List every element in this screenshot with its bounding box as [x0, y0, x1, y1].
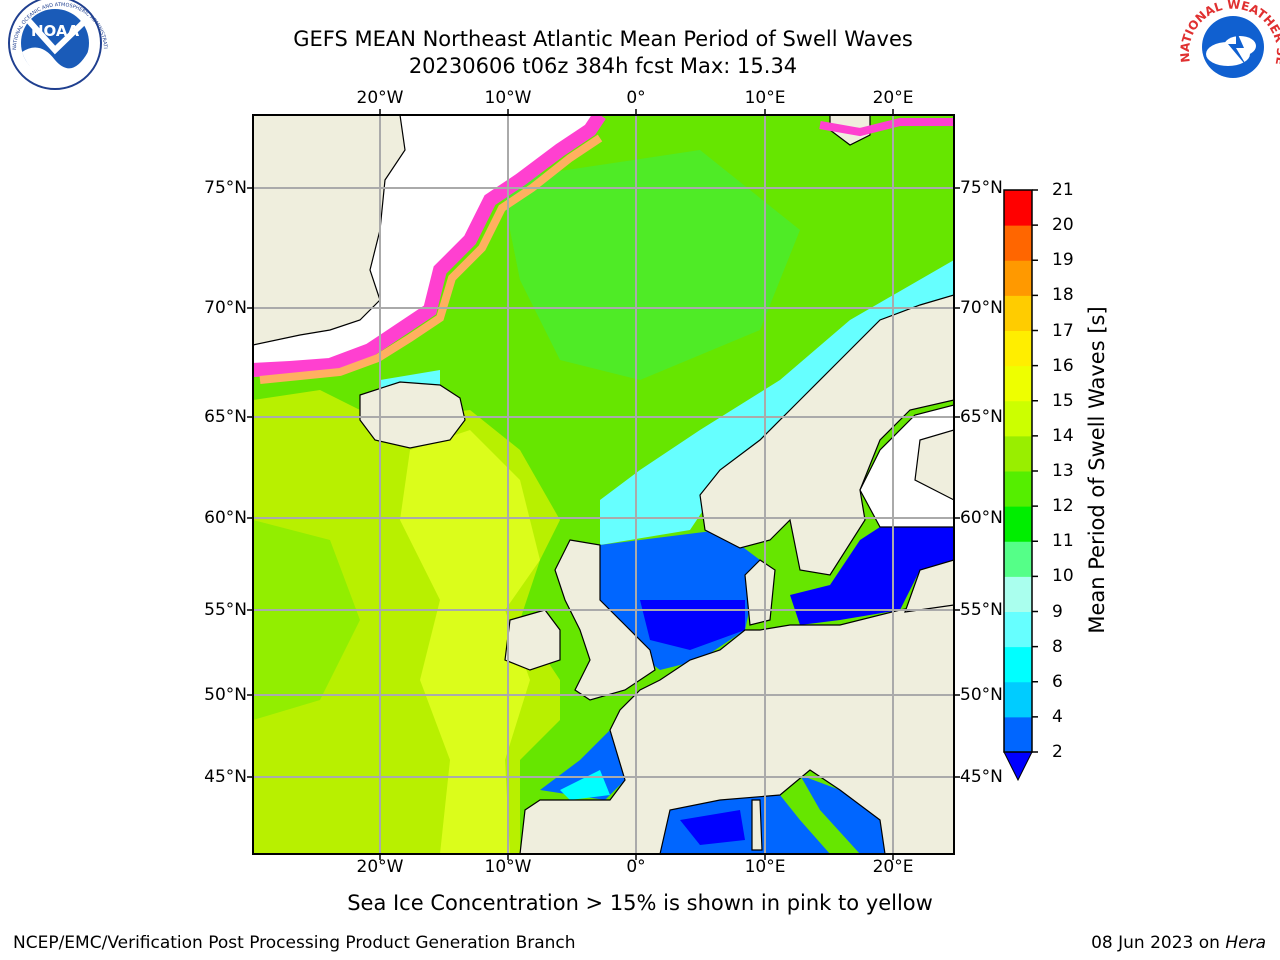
lat-tick-left-4: 60°N — [204, 508, 247, 528]
colorbar-tick-label: 6 — [1052, 671, 1063, 692]
host-name: Hera — [1225, 933, 1266, 953]
colorbar-title: Mean Period of Swell Waves [s] — [1085, 306, 1109, 634]
lat-tick-left-5: 55°N — [204, 600, 247, 620]
ireland-land — [504, 609, 561, 671]
colorbar-tick-label: 16 — [1052, 355, 1074, 376]
svg-text:NATIONAL WEATHER SERVICE: NATIONAL WEATHER SERVICE — [0, 0, 1280, 66]
colorbar-tick-label: 8 — [1052, 636, 1063, 657]
swell-region-baltic — [790, 527, 954, 625]
colorbar-tick-label: 12 — [1052, 496, 1074, 517]
colorbar-bin — [1004, 190, 1032, 226]
lat-tick-right-5: 55°N — [960, 600, 1003, 620]
colorbar-bin — [1004, 506, 1032, 542]
lat-tick-right-4: 60°N — [960, 508, 1003, 528]
lat-tick-right-7: 45°N — [960, 767, 1003, 787]
lon-tick-top-5: 20°E — [872, 88, 914, 108]
lon-tick-bottom-1: 20°W — [356, 857, 404, 877]
sea-ice-caption: Sea Ice Concentration > 15% is shown in … — [347, 891, 933, 915]
colorbar-bin — [1004, 646, 1032, 683]
colorbar-bin — [1004, 681, 1032, 718]
lon-tick-top-3: 0° — [626, 88, 646, 108]
colorbar-tick-label: 15 — [1052, 390, 1074, 411]
colorbar-tick-label: 20 — [1052, 215, 1074, 236]
colorbar-bin — [1004, 225, 1032, 261]
scandinavia-land — [699, 294, 954, 576]
colorbar-tick-label: 19 — [1052, 250, 1074, 271]
colorbar-tick-label: 4 — [1052, 706, 1063, 727]
colorbar-bin — [1004, 295, 1032, 331]
colorbar-tick-label: 9 — [1052, 601, 1063, 622]
lat-tick-left-3: 65°N — [204, 407, 247, 427]
nws-logo-icon: NATIONAL WEATHER SERVICE — [0, 0, 1280, 93]
colorbar-tick-label: 18 — [1052, 285, 1074, 306]
iceland-land — [359, 381, 466, 449]
colorbar-bin — [1004, 365, 1032, 402]
noaa-logo-text: NOAA — [31, 22, 80, 40]
nws-ring-text: NATIONAL WEATHER SERVICE — [0, 0, 1280, 66]
colorbar-tick-label: 21 — [1052, 180, 1074, 200]
map-area — [253, 115, 954, 854]
colorbar-tick-label: 14 — [1052, 425, 1074, 446]
lat-tick-right-3: 65°N — [960, 407, 1003, 427]
lat-tick-right-1: 75°N — [960, 178, 1003, 198]
colorbar-bin — [1004, 471, 1032, 507]
map-title: GEFS MEAN Northeast Atlantic Mean Period… — [293, 27, 913, 51]
graticule — [253, 115, 954, 854]
lat-tick-left-2: 70°N — [204, 298, 247, 318]
colorbar-bin — [1004, 611, 1032, 648]
noaa-logo-icon: NOAA NATIONAL OCEANIC AND ATMOSPHERIC AD… — [0, 0, 108, 90]
colorbar-bin — [1004, 716, 1032, 753]
map-tick-marks — [247, 109, 960, 860]
swell-region-high — [400, 430, 540, 854]
colorbar-bin — [1004, 435, 1032, 472]
lat-tick-left-6: 50°N — [204, 685, 247, 705]
producer-credit: NCEP/EMC/Verification Post Processing Pr… — [13, 933, 576, 953]
colorbar-bin — [1004, 576, 1032, 612]
sea-ice-edge — [253, 115, 954, 384]
generation-date: 08 Jun 2023 on Hera — [1091, 933, 1266, 953]
colorbar-bin — [1004, 400, 1032, 437]
lon-tick-top-2: 10°W — [484, 88, 532, 108]
colorbar-tick-label: 2 — [1052, 742, 1063, 762]
colorbar-bin — [1004, 260, 1032, 296]
forecast-subtitle: 20230606 t06z 384h fcst Max: 15.34 — [408, 54, 798, 78]
greenland-land — [253, 115, 406, 346]
colorbar-tick-label: 10 — [1052, 566, 1074, 587]
lon-tick-top-4: 10°E — [744, 88, 786, 108]
lon-tick-bottom-2: 10°W — [484, 857, 532, 877]
colorbar-under-arrow — [1003, 751, 1033, 782]
lat-tick-left-1: 75°N — [204, 178, 247, 198]
map-frame — [252, 114, 955, 855]
europe-land — [519, 599, 954, 854]
lat-tick-right-6: 50°N — [960, 685, 1003, 705]
lon-tick-top-1: 20°W — [356, 88, 404, 108]
colorbar — [1003, 189, 1038, 782]
colorbar-bin — [1004, 541, 1032, 577]
swell-region-coastal — [600, 260, 954, 545]
lon-tick-bottom-5: 20°E — [872, 857, 914, 877]
lat-tick-left-7: 45°N — [204, 767, 247, 787]
landmasses — [253, 115, 954, 854]
colorbar-bin — [1004, 330, 1032, 367]
lat-tick-right-2: 70°N — [960, 298, 1003, 318]
colorbar-tick-label: 11 — [1052, 531, 1074, 552]
lon-tick-bottom-3: 0° — [626, 857, 646, 877]
generation-date-text: 08 Jun 2023 on — [1091, 933, 1226, 953]
colorbar-tick-label: 13 — [1052, 461, 1074, 481]
lon-tick-bottom-4: 10°E — [744, 857, 786, 877]
colorbar-tick-label: 17 — [1052, 320, 1074, 341]
